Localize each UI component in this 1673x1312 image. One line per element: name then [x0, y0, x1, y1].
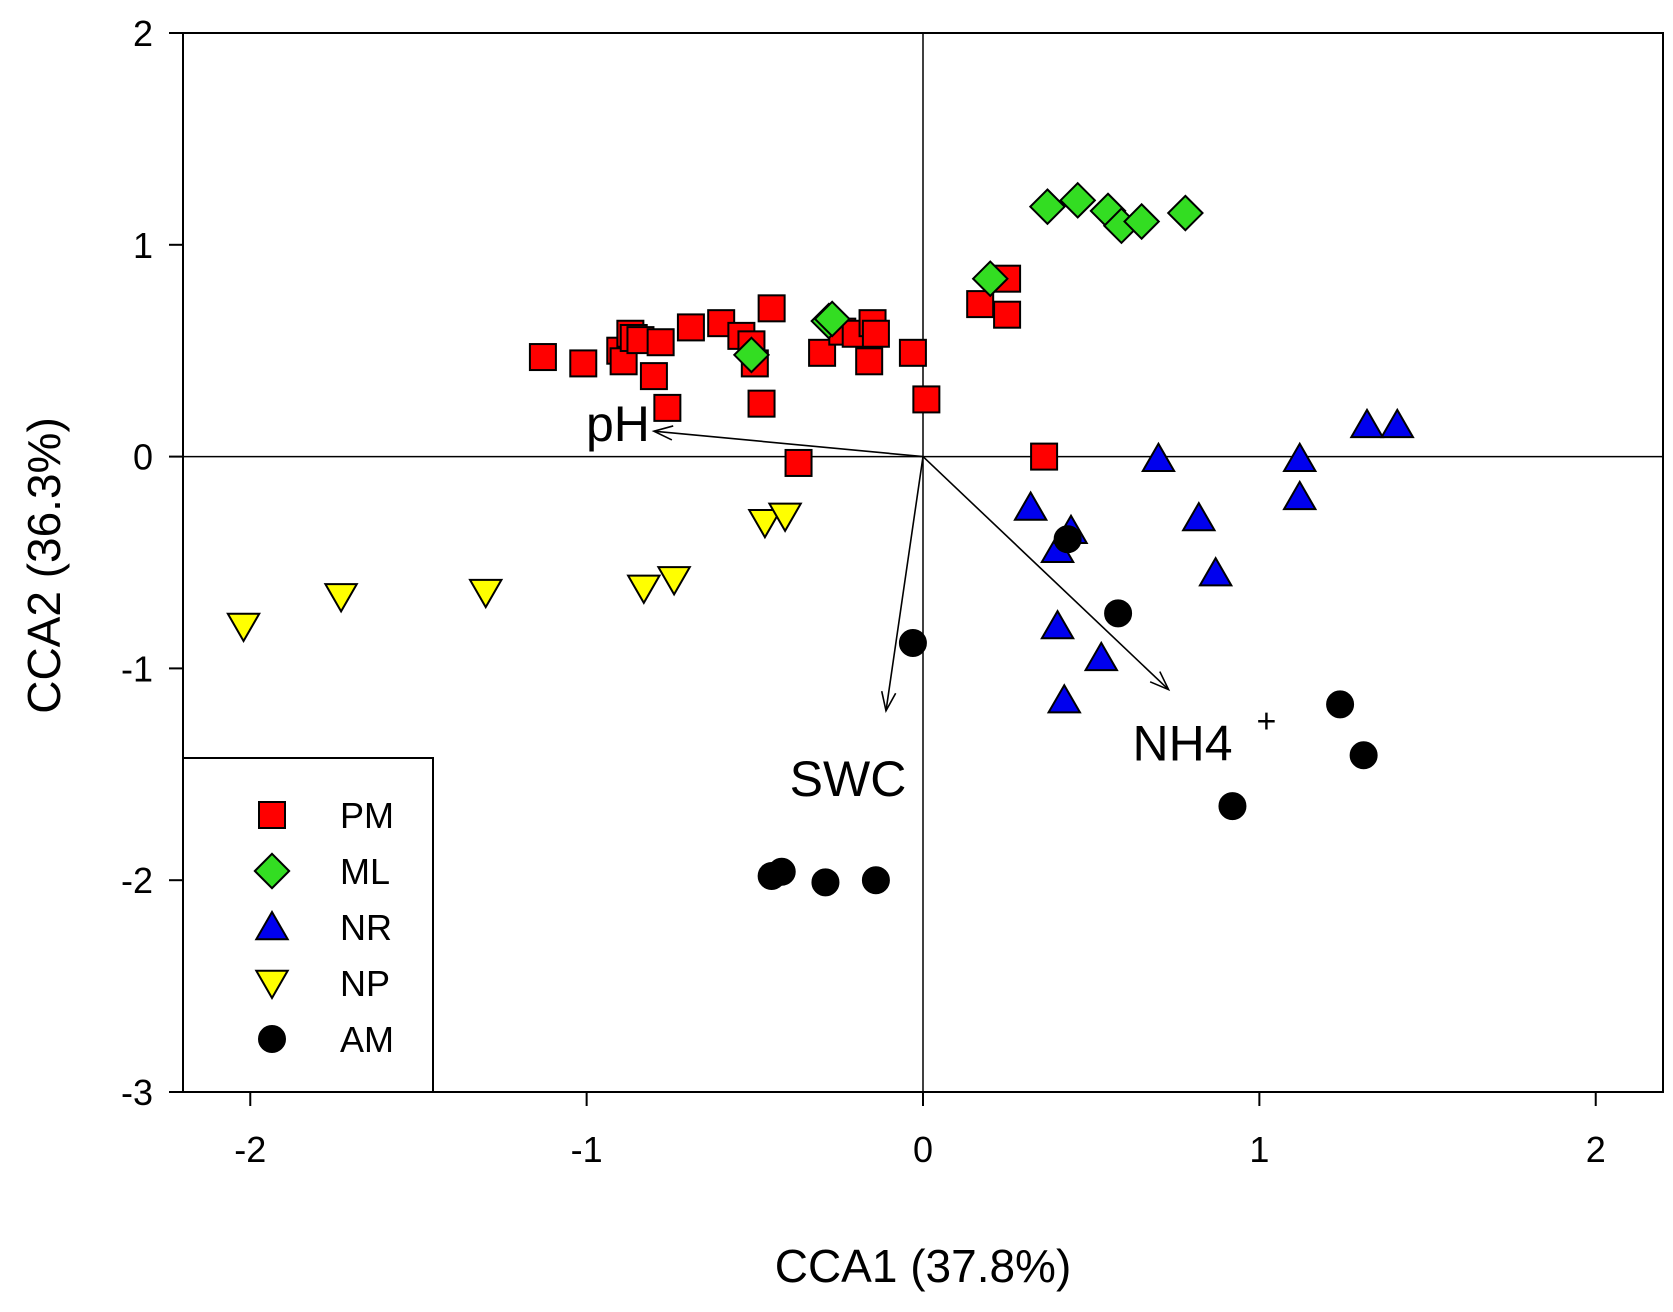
- vector-ph-arrow: [653, 430, 924, 458]
- data-point-pm: [747, 389, 776, 418]
- data-point-pm: [639, 362, 668, 391]
- data-point-np: [626, 574, 662, 605]
- vector-label-nh4-superscript: +: [1257, 703, 1277, 741]
- data-point-ml: [813, 300, 851, 338]
- vector-swc-arrow: [885, 456, 924, 711]
- data-point-am: [1053, 525, 1082, 554]
- legend-marker-am: [258, 1025, 286, 1053]
- data-point-pm: [1030, 442, 1059, 471]
- data-point-nr: [1349, 407, 1385, 439]
- legend-marker-ml: [253, 852, 291, 890]
- data-point-pm: [898, 338, 927, 367]
- x-tick-label: -1: [571, 1129, 603, 1170]
- legend-label-np: NP: [340, 963, 390, 1004]
- y-tick-label: 0: [133, 437, 153, 478]
- data-point-np: [656, 566, 692, 597]
- vector-label-ph: pH: [586, 396, 650, 452]
- data-point-np: [323, 583, 359, 614]
- data-point-ml: [971, 260, 1009, 298]
- data-point-am: [1326, 690, 1355, 719]
- data-point-pm: [861, 319, 890, 348]
- data-point-nr: [1181, 501, 1217, 532]
- data-point-pm: [676, 313, 705, 342]
- vector-label-nh4: NH4: [1133, 716, 1233, 772]
- data-point-am: [898, 628, 927, 657]
- data-point-nr: [1282, 441, 1318, 472]
- legend-box: [182, 757, 434, 1093]
- data-point-nr: [1198, 556, 1234, 587]
- data-point-nr: [1040, 609, 1075, 640]
- data-point-nr: [1046, 683, 1082, 714]
- data-point-nr: [1141, 441, 1176, 472]
- x-tick-label: 1: [1249, 1129, 1269, 1170]
- vector-swc-arrowhead: [880, 691, 897, 714]
- data-point-ml: [1166, 194, 1204, 232]
- y-axis-title: CCA2 (36.3%): [18, 417, 70, 714]
- data-point-pm: [528, 343, 557, 372]
- data-point-am: [1218, 792, 1247, 821]
- data-point-pm: [993, 300, 1022, 329]
- data-point-pm: [912, 385, 941, 414]
- x-tick-label: 0: [913, 1129, 933, 1170]
- data-point-pm: [653, 393, 682, 422]
- data-point-ml: [732, 336, 771, 374]
- legend-label-pm: PM: [340, 795, 394, 836]
- data-point-pm: [855, 347, 884, 376]
- legend-marker-nr: [254, 910, 290, 941]
- data-point-nr: [1083, 640, 1119, 672]
- legend-label-ml: ML: [340, 851, 390, 892]
- data-point-ml: [1123, 202, 1161, 241]
- data-point-np: [468, 578, 504, 610]
- legend-label-nr: NR: [340, 907, 392, 948]
- data-point-am: [1349, 741, 1378, 770]
- data-point-am: [767, 857, 796, 886]
- y-tick-label: -3: [121, 1072, 153, 1113]
- data-point-pm: [646, 328, 675, 357]
- x-tick-label: -2: [234, 1129, 266, 1170]
- y-tick-label: -1: [121, 648, 153, 689]
- data-point-am: [861, 866, 890, 895]
- vector-label-swc: SWC: [790, 751, 907, 807]
- data-point-np: [226, 612, 261, 643]
- x-axis-title: CCA1 (37.8%): [775, 1240, 1072, 1292]
- legend-label-am: AM: [340, 1019, 394, 1060]
- data-point-pm: [757, 294, 786, 323]
- y-tick-label: 1: [133, 225, 153, 266]
- data-point-np: [767, 502, 803, 533]
- vector-nh4-arrowhead: [1149, 671, 1171, 692]
- legend-marker-np: [254, 969, 290, 1000]
- data-point-nr: [1282, 479, 1318, 511]
- data-point-ml: [1028, 188, 1067, 226]
- data-point-np: [747, 508, 783, 540]
- data-point-ml: [1059, 181, 1097, 219]
- data-point-am: [1104, 599, 1133, 628]
- vector-ph-arrowhead: [651, 425, 674, 441]
- legend-marker-pm: [258, 801, 286, 829]
- data-point-nr: [1379, 407, 1415, 439]
- x-tick-label: 2: [1586, 1129, 1606, 1170]
- data-point-nr: [1013, 490, 1049, 521]
- vector-nh4-arrow: [922, 456, 1170, 691]
- y-tick-label: 2: [133, 13, 153, 54]
- y-tick-label: -2: [121, 860, 153, 901]
- data-point-am: [811, 868, 840, 897]
- data-point-pm: [784, 448, 813, 477]
- data-point-pm: [569, 349, 598, 378]
